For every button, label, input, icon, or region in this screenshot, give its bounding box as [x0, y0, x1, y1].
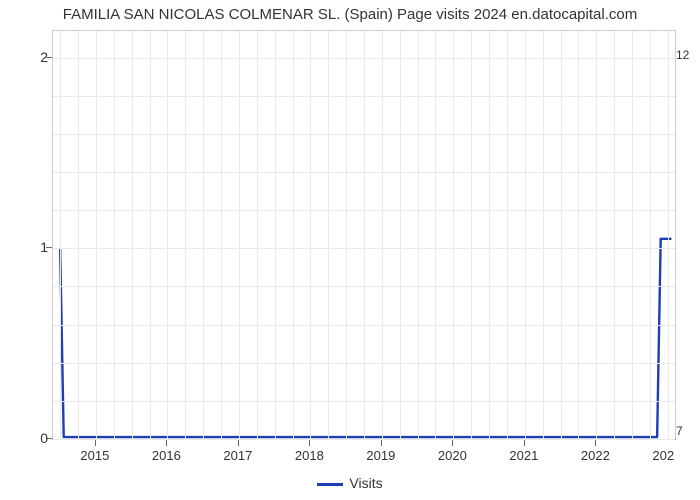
legend-swatch-visits — [317, 483, 343, 486]
legend: Visits — [0, 475, 700, 491]
x-axis-label: 2021 — [509, 448, 538, 463]
gridline-v — [221, 31, 222, 439]
gridline-h — [53, 286, 675, 287]
plot-area — [52, 30, 676, 440]
gridline-h — [53, 439, 675, 440]
gridline-v — [60, 31, 61, 439]
x-tick — [309, 440, 310, 446]
gridline-v — [578, 31, 579, 439]
gridline-v — [668, 31, 669, 439]
gridline-v — [561, 31, 562, 439]
gridline-v — [525, 31, 526, 439]
gridline-h — [53, 363, 675, 364]
chart-title: FAMILIA SAN NICOLAS COLMENAR SL. (Spain)… — [0, 6, 700, 23]
gridline-v — [596, 31, 597, 439]
gridline-v — [418, 31, 419, 439]
gridline-h — [53, 58, 675, 59]
gridline-h — [53, 210, 675, 211]
gridline-v — [239, 31, 240, 439]
gridline-v — [328, 31, 329, 439]
gridline-v — [257, 31, 258, 439]
y-axis-label: 0 — [28, 430, 48, 446]
y-axis-label: 1 — [28, 239, 48, 255]
gridline-v — [114, 31, 115, 439]
gridline-v — [632, 31, 633, 439]
gridline-v — [400, 31, 401, 439]
gridline-v — [650, 31, 651, 439]
gridline-v — [150, 31, 151, 439]
gridline-v — [507, 31, 508, 439]
gridline-v — [78, 31, 79, 439]
gridline-v — [364, 31, 365, 439]
gridline-v — [132, 31, 133, 439]
x-axis-label: 2020 — [438, 448, 467, 463]
x-axis-label: 2017 — [223, 448, 252, 463]
gridline-v — [310, 31, 311, 439]
gridline-v — [471, 31, 472, 439]
gridline-v — [96, 31, 97, 439]
x-axis-label: 2019 — [366, 448, 395, 463]
gridline-v — [346, 31, 347, 439]
x-tick — [595, 440, 596, 446]
x-axis-label: 2022 — [581, 448, 610, 463]
gridline-v — [435, 31, 436, 439]
y-axis-secondary-label: 12 — [676, 48, 696, 62]
chart-container: FAMILIA SAN NICOLAS COLMENAR SL. (Spain)… — [0, 0, 700, 500]
x-tick — [381, 440, 382, 446]
y-axis-secondary-label: 7 — [676, 424, 696, 438]
x-tick — [166, 440, 167, 446]
gridline-v — [453, 31, 454, 439]
gridline-v — [614, 31, 615, 439]
gridline-v — [275, 31, 276, 439]
y-axis-label: 2 — [28, 49, 48, 65]
gridline-v — [293, 31, 294, 439]
gridline-v — [382, 31, 383, 439]
x-axis-label: 2018 — [295, 448, 324, 463]
gridline-v — [185, 31, 186, 439]
gridline-h — [53, 325, 675, 326]
gridline-h — [53, 134, 675, 135]
x-axis-label-truncated: 202 — [652, 448, 674, 463]
gridline-v — [543, 31, 544, 439]
x-axis-label: 2015 — [80, 448, 109, 463]
series-line-visits — [60, 239, 671, 437]
x-tick — [452, 440, 453, 446]
gridline-v — [203, 31, 204, 439]
x-tick — [95, 440, 96, 446]
legend-label-visits: Visits — [349, 475, 382, 491]
gridline-v — [489, 31, 490, 439]
gridline-h — [53, 248, 675, 249]
gridline-h — [53, 96, 675, 97]
x-tick — [238, 440, 239, 446]
x-tick — [524, 440, 525, 446]
gridline-h — [53, 401, 675, 402]
x-axis-label: 2016 — [152, 448, 181, 463]
gridline-v — [167, 31, 168, 439]
gridline-h — [53, 172, 675, 173]
